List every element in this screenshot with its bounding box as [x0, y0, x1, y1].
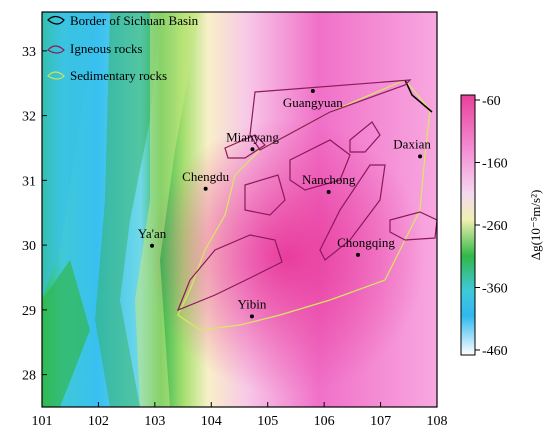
- legend-igneous-label: Igneous rocks: [70, 41, 143, 56]
- city-label: Yibin: [237, 296, 266, 311]
- city-label: Nanchong: [302, 172, 356, 187]
- igneous-rocks-outlines: [176, 79, 438, 312]
- colorbar: -60 -160 -260 -360 -460 Δg(10⁻⁵m/s²): [460, 94, 543, 359]
- colorbar-tick-label: -260: [482, 219, 508, 234]
- x-tick-label: 108: [427, 414, 448, 429]
- city-label: Daxian: [393, 136, 431, 151]
- legend-igneous-swatch: [47, 45, 65, 54]
- y-tick-label: 28: [22, 369, 36, 384]
- city-marker: [150, 243, 155, 248]
- city-label: Mianyang: [226, 129, 279, 144]
- map-frame: [41, 11, 438, 408]
- y-tick-label: 30: [22, 239, 36, 254]
- city-markers: Guangyuan Mianyang Daxian Chengdu Nanchong Ya…: [138, 89, 431, 319]
- sichuan-basin-border: [404, 79, 433, 113]
- colorbar-tick-label: -460: [482, 344, 508, 359]
- gravity-field: [42, 12, 437, 407]
- x-axis: 101 102 103 104 105 106 107 108: [32, 402, 448, 429]
- city-marker: [326, 190, 331, 195]
- sedimentary-rocks-outline: [177, 79, 431, 331]
- colorbar-label: Δg(10⁻⁵m/s²): [528, 190, 543, 261]
- legend-basin-label: Border of Sichuan Basin: [70, 13, 199, 28]
- city-marker: [310, 89, 315, 93]
- city-marker: [250, 147, 255, 152]
- colorbar-tick-label: -160: [482, 157, 508, 172]
- y-tick-label: 29: [22, 304, 36, 319]
- city-marker: [249, 314, 254, 319]
- city-marker: [356, 252, 360, 257]
- city-marker: [203, 186, 208, 191]
- legend-sedimentary-swatch: [47, 71, 65, 80]
- x-tick-label: 106: [314, 414, 335, 429]
- x-tick-label: 107: [370, 414, 391, 429]
- x-tick-label: 104: [201, 414, 222, 429]
- legend-basin-swatch: [47, 15, 65, 25]
- x-tick-label: 105: [257, 414, 278, 429]
- city-label: Chengdu: [182, 169, 229, 184]
- y-tick-label: 31: [22, 174, 36, 189]
- y-tick-label: 32: [22, 110, 36, 125]
- city-label: Guangyuan: [283, 95, 343, 110]
- x-tick-label: 101: [32, 414, 53, 429]
- x-tick-label: 102: [88, 414, 109, 429]
- y-axis: 28 29 30 31 32 33: [22, 45, 47, 384]
- colorbar-tick-label: -360: [482, 282, 508, 297]
- city-marker: [418, 154, 423, 159]
- legend: Border of Sichuan Basin Igneous rocks Se…: [47, 13, 199, 83]
- y-tick-label: 33: [22, 45, 36, 60]
- city-label: Chongqing: [337, 235, 395, 250]
- colorbar-tick-label: -60: [482, 94, 501, 109]
- x-tick-label: 103: [144, 414, 165, 429]
- city-label: Ya'an: [138, 226, 167, 241]
- legend-sedimentary-label: Sedimentary rocks: [70, 68, 167, 83]
